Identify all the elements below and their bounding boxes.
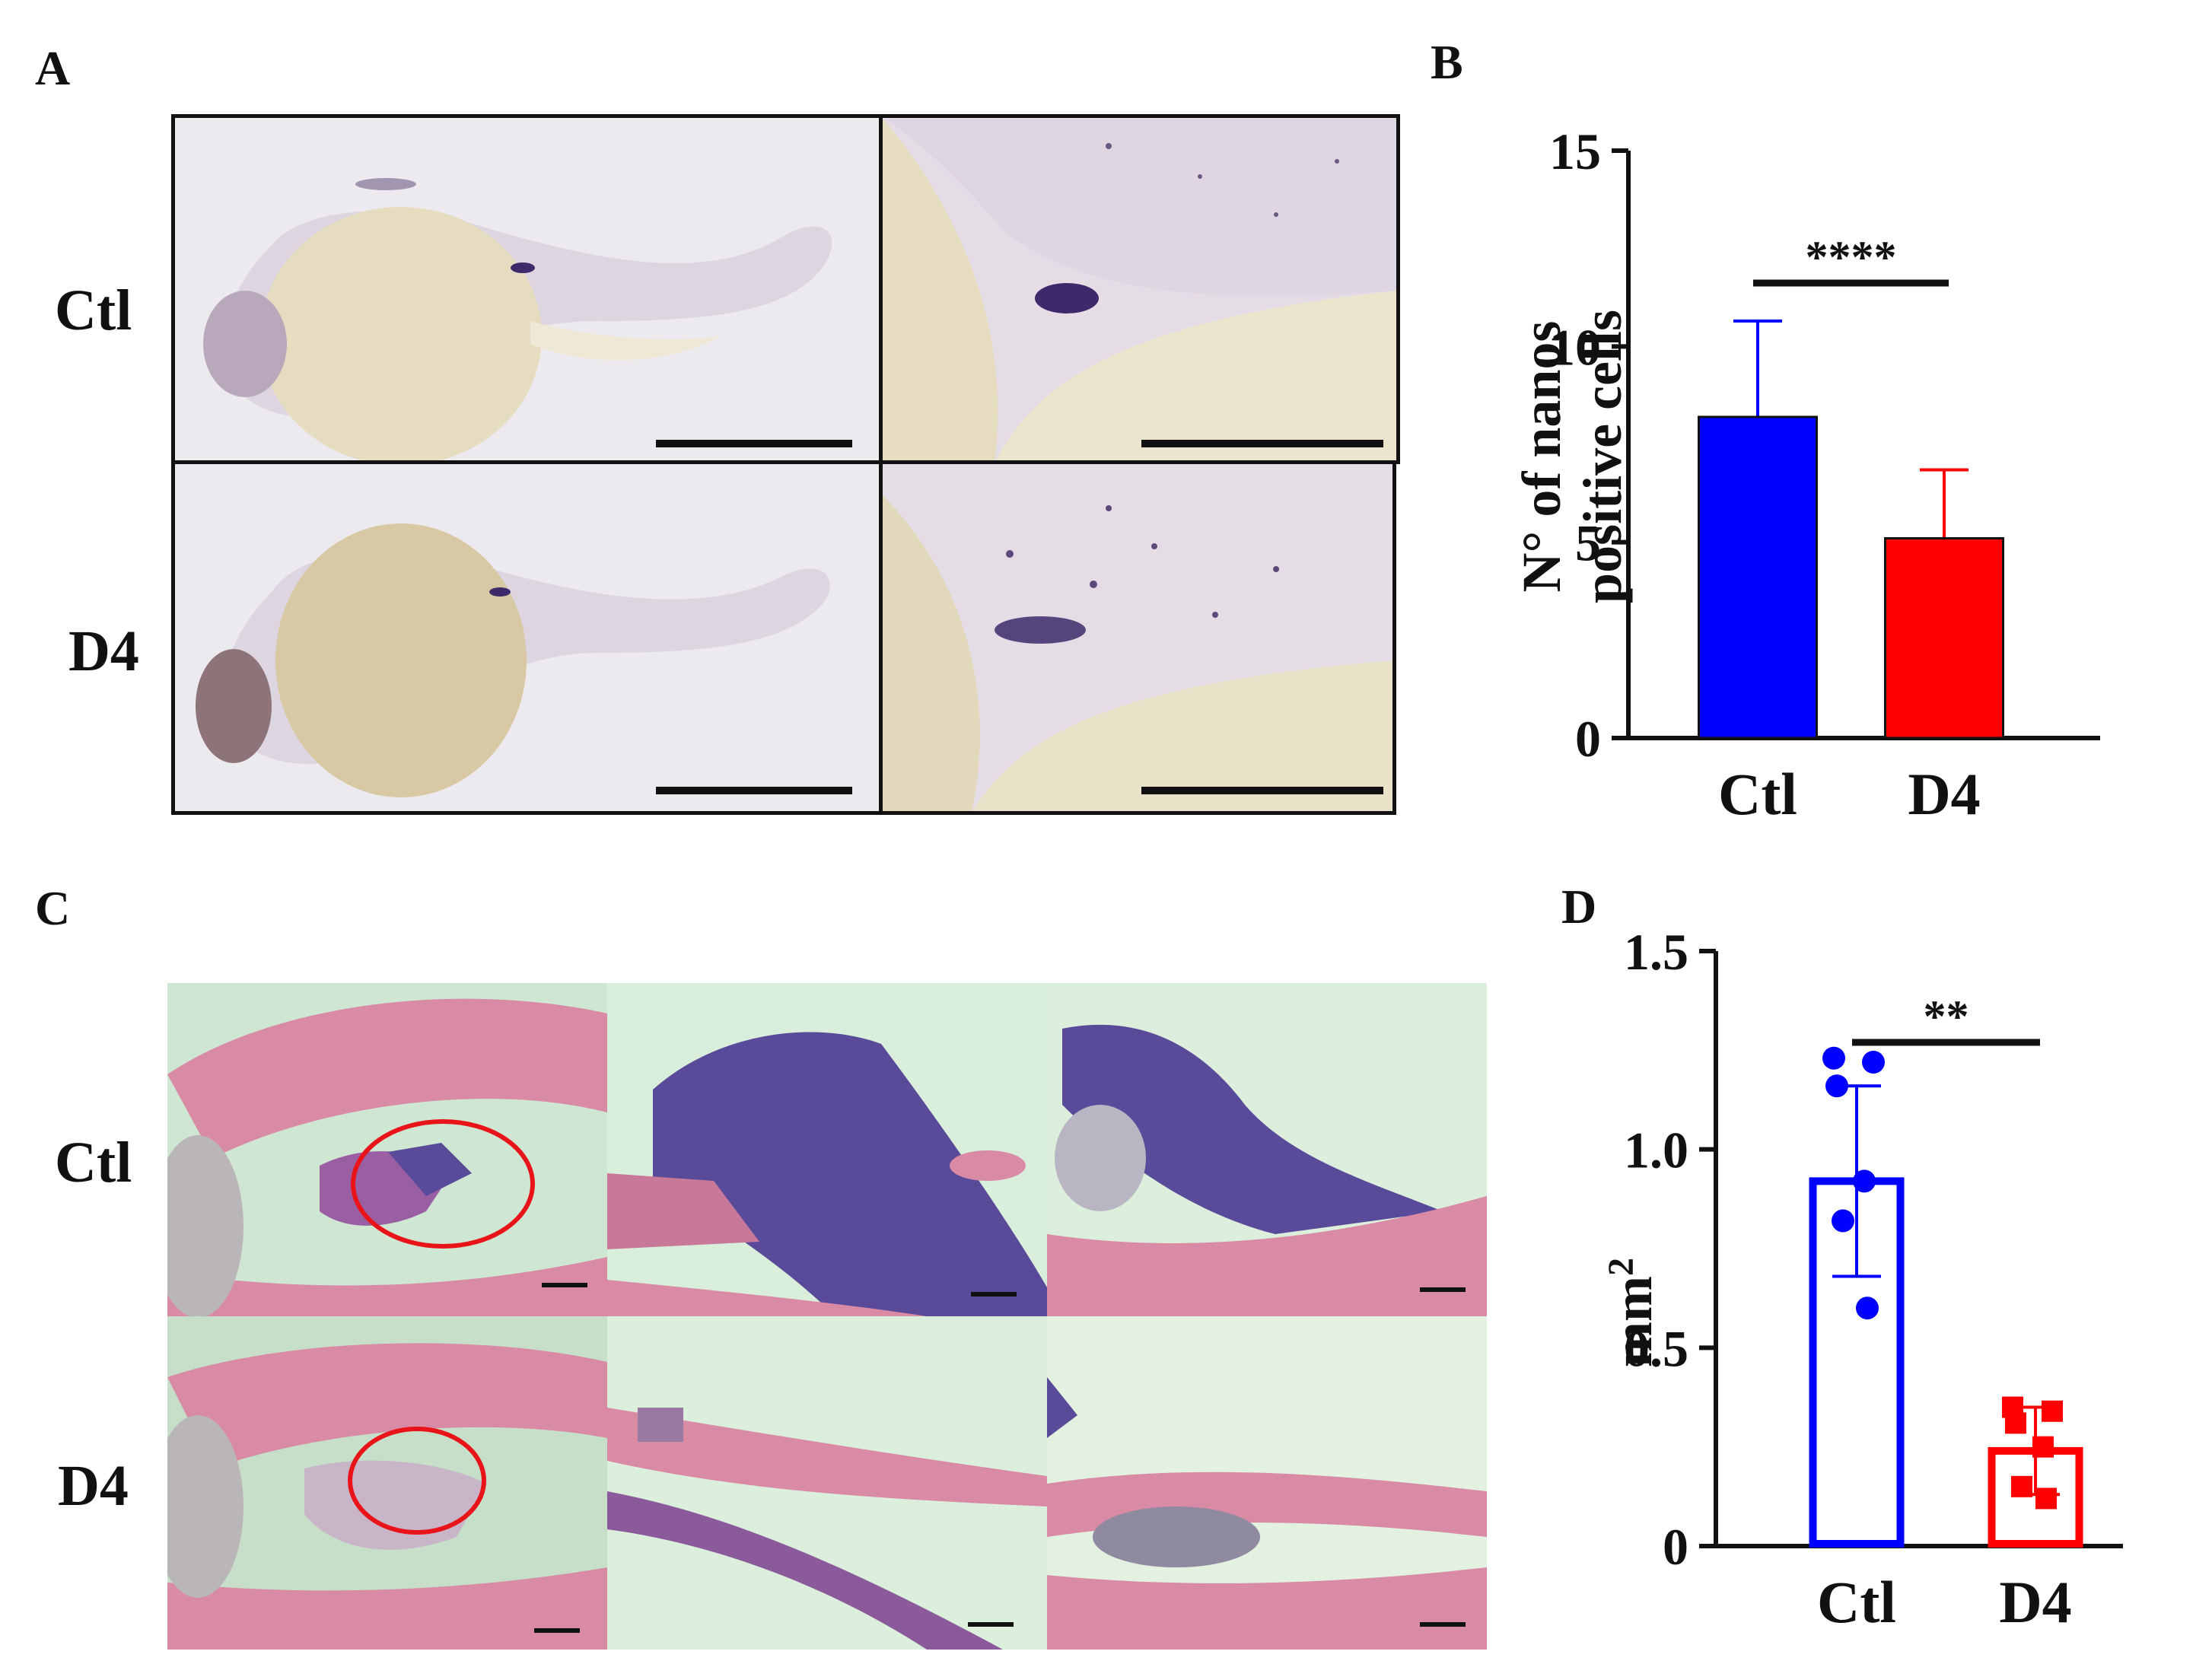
- row-label-d4-a: D4: [68, 619, 139, 683]
- data-point: [1825, 1074, 1848, 1098]
- y-axis-label: N° of nanos: [1511, 321, 1572, 593]
- x-tick-label: Ctl: [1718, 761, 1797, 827]
- embryo-ctl-zoom-image: [880, 116, 1398, 463]
- row-label-ctl-c: Ctl: [55, 1131, 132, 1195]
- frame-a-bottom-left: [171, 460, 883, 815]
- data-point: [2011, 1475, 2032, 1497]
- bar-d4: [1884, 537, 2004, 740]
- frame-a-top-left: [171, 114, 883, 464]
- x-tick-label: D4: [1999, 1569, 2071, 1635]
- y-tick-label: 0.5: [1624, 1319, 1688, 1377]
- significance-label: **: [1924, 991, 1969, 1042]
- x-tick-label: D4: [1908, 761, 1980, 827]
- data-point: [1856, 1297, 1879, 1320]
- scale-bar: [971, 1292, 1017, 1297]
- data-point: [2032, 1436, 2054, 1458]
- scale-bar: [534, 1628, 580, 1633]
- y-tick-label: 5: [1575, 514, 1601, 572]
- scale-bar: [656, 787, 852, 794]
- y-axis-label: mm2: [1601, 1258, 1663, 1367]
- histology-ctl-gonad-image: [607, 983, 1047, 1316]
- x-tick-label: Ctl: [1817, 1569, 1896, 1635]
- scale-bar: [1420, 1622, 1466, 1627]
- data-point: [1853, 1169, 1876, 1193]
- row-label-ctl-a: Ctl: [55, 278, 132, 342]
- row-label-d4-c: D4: [58, 1454, 129, 1518]
- data-point: [1832, 1209, 1854, 1233]
- bar-ctl: [1698, 415, 1818, 740]
- data-point: [1862, 1050, 1885, 1074]
- significance-label: ****: [1806, 232, 1897, 282]
- y-axis-label-superscript: 2: [1601, 1258, 1641, 1276]
- histology-d4-gonad-zoom-image: [1047, 1316, 1487, 1650]
- y-tick-label: 10: [1549, 318, 1601, 376]
- y-tick-label: 0: [1575, 710, 1601, 768]
- panel-letter-a: A: [35, 41, 71, 95]
- scale-bar: [968, 1622, 1014, 1627]
- panel-letter-b: B: [1431, 35, 1463, 89]
- chart-d: 0 0.5 1.0 1.5 Ctl D4 ** mm2: [1601, 928, 2123, 1635]
- panel-letter-d: D: [1561, 880, 1597, 934]
- embryo-d4-zoom-image: [880, 463, 1394, 813]
- data-point: [2042, 1400, 2063, 1422]
- histology-d4-gonad-image: [607, 1316, 1047, 1650]
- scale-bar: [542, 1283, 587, 1287]
- scale-bar: [656, 440, 852, 447]
- data-point: [2005, 1412, 2026, 1434]
- frame-a-bottom-right: [879, 460, 1396, 815]
- y-tick-label: 1.0: [1624, 1122, 1688, 1179]
- scale-bar: [1420, 1287, 1466, 1292]
- y-tick-label: 0: [1663, 1518, 1688, 1576]
- histology-ctl-gonad-zoom-image: [1047, 983, 1487, 1316]
- scale-bar: [1141, 787, 1383, 794]
- data-point: [1822, 1046, 1845, 1070]
- y-tick-label: 15: [1549, 122, 1601, 180]
- histology-ctl-overview-image: [167, 983, 607, 1316]
- y-axis-label: positive cells: [1572, 310, 1633, 603]
- scale-bar: [1141, 440, 1383, 447]
- embryo-ctl-whole-image: [173, 116, 880, 463]
- panel-letter-c: C: [35, 881, 71, 935]
- embryo-d4-whole-image: [173, 463, 880, 813]
- y-tick-label: 1.5: [1624, 928, 1688, 981]
- data-point: [2035, 1487, 2057, 1510]
- chart-b: 0 5 10 15 Ctl D4 **** N° of nanos positive cells: [1511, 122, 2100, 827]
- frame-a-top-right: [879, 114, 1400, 464]
- histology-d4-overview-image: [167, 1316, 607, 1650]
